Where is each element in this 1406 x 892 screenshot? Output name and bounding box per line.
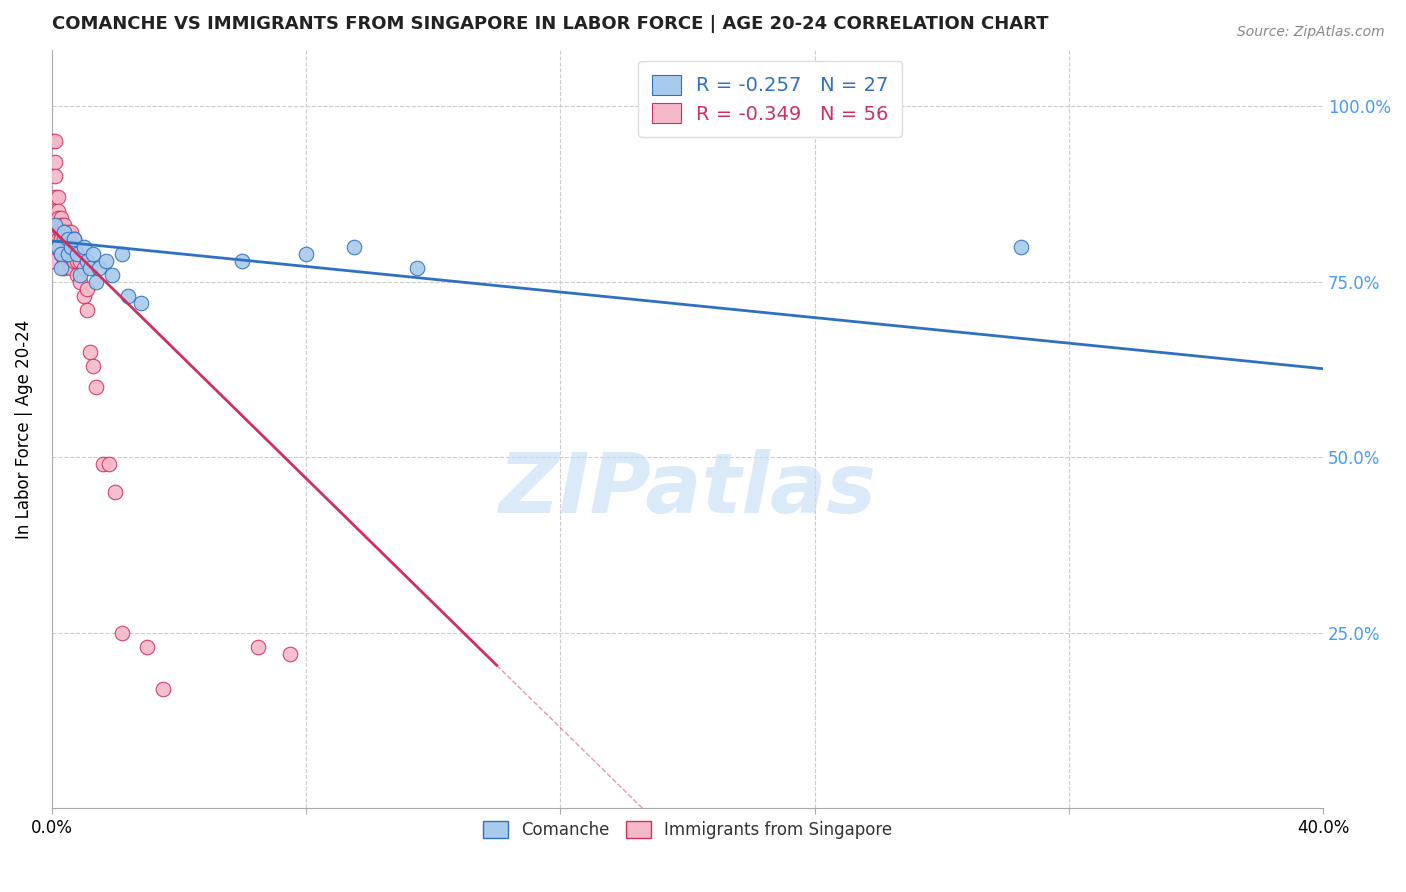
Point xyxy=(46,219,69,233)
Point xyxy=(79,260,101,275)
Point xyxy=(44,155,66,169)
Y-axis label: In Labor Force | Age 20-24: In Labor Force | Age 20-24 xyxy=(15,319,32,539)
Point xyxy=(76,282,98,296)
Point xyxy=(53,226,76,240)
Point xyxy=(53,253,76,268)
Point xyxy=(101,268,124,282)
Point xyxy=(136,640,159,654)
Point xyxy=(89,260,111,275)
Point xyxy=(152,681,174,696)
Point xyxy=(53,246,76,260)
Point xyxy=(59,232,82,246)
Point xyxy=(69,275,91,289)
Point xyxy=(66,268,89,282)
Point xyxy=(69,253,91,268)
Point xyxy=(51,246,73,260)
Point xyxy=(51,260,73,275)
Point xyxy=(56,232,79,246)
Point xyxy=(278,647,301,661)
Point xyxy=(46,226,69,240)
Point xyxy=(97,457,120,471)
Text: Source: ZipAtlas.com: Source: ZipAtlas.com xyxy=(1237,25,1385,39)
Point xyxy=(79,344,101,359)
Point xyxy=(56,239,79,253)
Point xyxy=(41,134,63,148)
Point xyxy=(59,246,82,260)
Point xyxy=(51,226,73,240)
Point xyxy=(66,253,89,268)
Point xyxy=(247,640,270,654)
Point xyxy=(56,253,79,268)
Point xyxy=(406,260,429,275)
Point xyxy=(59,260,82,275)
Point xyxy=(51,239,73,253)
Point xyxy=(231,253,253,268)
Point xyxy=(84,275,107,289)
Point xyxy=(104,485,127,500)
Point xyxy=(66,246,89,260)
Point xyxy=(56,232,79,246)
Point xyxy=(46,239,69,253)
Point xyxy=(129,295,152,310)
Point xyxy=(84,380,107,394)
Point xyxy=(82,359,104,373)
Point xyxy=(69,268,91,282)
Point xyxy=(111,246,134,260)
Legend: Comanche, Immigrants from Singapore: Comanche, Immigrants from Singapore xyxy=(475,814,898,846)
Point xyxy=(53,226,76,240)
Point xyxy=(44,169,66,184)
Point xyxy=(46,211,69,226)
Point xyxy=(44,219,66,233)
Point xyxy=(94,253,117,268)
Point xyxy=(76,253,98,268)
Point xyxy=(51,246,73,260)
Text: ZIPatlas: ZIPatlas xyxy=(499,450,876,531)
Point xyxy=(51,232,73,246)
Point xyxy=(46,239,69,253)
Point xyxy=(76,302,98,317)
Point xyxy=(72,239,94,253)
Point xyxy=(56,246,79,260)
Point xyxy=(82,246,104,260)
Point xyxy=(53,219,76,233)
Point xyxy=(59,226,82,240)
Point xyxy=(1010,239,1032,253)
Text: COMANCHE VS IMMIGRANTS FROM SINGAPORE IN LABOR FORCE | AGE 20-24 CORRELATION CHA: COMANCHE VS IMMIGRANTS FROM SINGAPORE IN… xyxy=(52,15,1049,33)
Point xyxy=(51,219,73,233)
Point xyxy=(44,190,66,204)
Point xyxy=(343,239,366,253)
Point xyxy=(63,232,86,246)
Point xyxy=(63,239,86,253)
Point xyxy=(46,190,69,204)
Point xyxy=(46,204,69,219)
Point xyxy=(56,226,79,240)
Point xyxy=(53,232,76,246)
Point xyxy=(111,625,134,640)
Point xyxy=(295,246,318,260)
Point xyxy=(44,134,66,148)
Point xyxy=(46,232,69,246)
Point xyxy=(63,253,86,268)
Point xyxy=(63,232,86,246)
Point xyxy=(91,457,114,471)
Point xyxy=(72,260,94,275)
Point xyxy=(117,288,139,302)
Point xyxy=(59,239,82,253)
Point xyxy=(51,211,73,226)
Point xyxy=(53,260,76,275)
Point xyxy=(66,246,89,260)
Point xyxy=(41,253,63,268)
Point xyxy=(72,288,94,302)
